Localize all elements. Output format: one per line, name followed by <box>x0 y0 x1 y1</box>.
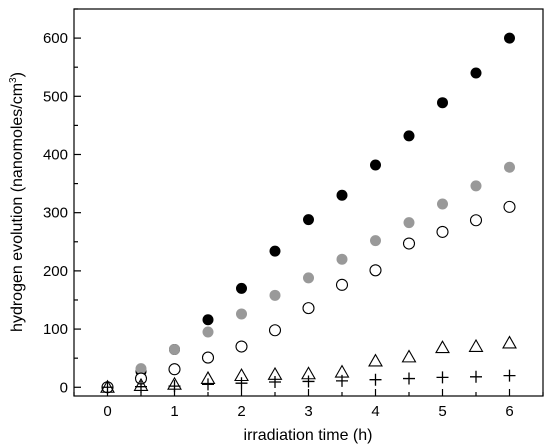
data-point <box>403 217 415 229</box>
data-point <box>135 380 147 393</box>
data-point <box>303 272 314 284</box>
x-tick-label: 5 <box>438 403 446 420</box>
data-point <box>502 335 517 349</box>
data-point <box>336 374 348 387</box>
y-tick-label: 500 <box>43 88 68 105</box>
x-axis-label: irradiation time (h) <box>244 427 373 444</box>
data-point <box>335 278 349 291</box>
data-point <box>503 200 516 213</box>
data-point <box>235 377 248 390</box>
data-point <box>268 324 282 337</box>
data-point <box>504 161 515 173</box>
x-tick-label: 3 <box>304 403 312 420</box>
data-point <box>202 378 214 391</box>
data-point <box>302 302 315 315</box>
data-point <box>436 225 449 238</box>
data-point <box>368 353 383 367</box>
data-point <box>437 198 448 210</box>
data-point <box>468 338 484 352</box>
data-point <box>435 340 450 354</box>
data-point <box>169 343 180 355</box>
y-tick-label: 100 <box>43 321 68 338</box>
data-point <box>168 363 181 376</box>
data-point <box>369 264 382 277</box>
y-tick-label: 600 <box>43 30 68 47</box>
x-tick-label: 2 <box>237 403 245 420</box>
data-point <box>336 189 348 201</box>
data-point <box>470 67 482 79</box>
x-tick-label: 6 <box>505 403 513 420</box>
series-5 <box>101 369 516 394</box>
x-tick-label: 1 <box>170 403 178 420</box>
y-axis-label: hydrogen evolution (nanomoles/cm3) <box>8 72 26 332</box>
data-point <box>235 340 248 353</box>
plot-frame <box>73 8 544 397</box>
series-2 <box>102 161 515 393</box>
data-points <box>100 32 517 394</box>
y-tick-label: 0 <box>60 379 68 396</box>
data-point <box>236 308 247 320</box>
data-point <box>101 381 114 394</box>
data-point <box>437 97 448 109</box>
data-point <box>202 314 214 326</box>
data-point <box>370 235 381 247</box>
y-axis-label-close: ) <box>9 72 26 77</box>
data-point <box>302 375 315 388</box>
data-point <box>469 214 483 227</box>
data-point <box>370 159 381 171</box>
series-3 <box>101 200 516 394</box>
data-point <box>369 373 382 386</box>
axis-ticks <box>73 8 544 396</box>
data-point <box>403 130 415 142</box>
y-tick-label: 200 <box>43 263 68 280</box>
data-point <box>168 380 181 393</box>
data-point <box>403 372 415 385</box>
data-point <box>269 376 281 389</box>
data-point <box>202 326 214 338</box>
y-tick-label: 300 <box>43 205 68 222</box>
data-point <box>269 289 281 301</box>
data-point <box>470 180 482 192</box>
data-point <box>135 363 147 375</box>
axis-tick-labels: 0 1 2 3 4 5 6 0 100 200 300 400 500 600 <box>43 30 514 420</box>
data-point <box>402 237 416 250</box>
data-point <box>436 371 449 384</box>
data-point <box>236 282 247 294</box>
y-tick-label: 400 <box>43 146 68 163</box>
data-point <box>336 253 348 265</box>
data-point <box>201 351 215 364</box>
data-point <box>303 214 314 226</box>
y-axis-label-superscript: 3 <box>8 77 19 83</box>
data-point <box>269 245 281 257</box>
data-point <box>470 370 482 383</box>
x-tick-label: 0 <box>103 403 111 420</box>
x-tick-label: 4 <box>371 403 379 420</box>
data-point <box>503 369 516 382</box>
data-point <box>504 32 515 44</box>
y-axis-label-text: hydrogen evolution (nanomoles/cm <box>9 83 26 332</box>
series-1 <box>102 32 515 393</box>
data-point <box>401 349 417 363</box>
